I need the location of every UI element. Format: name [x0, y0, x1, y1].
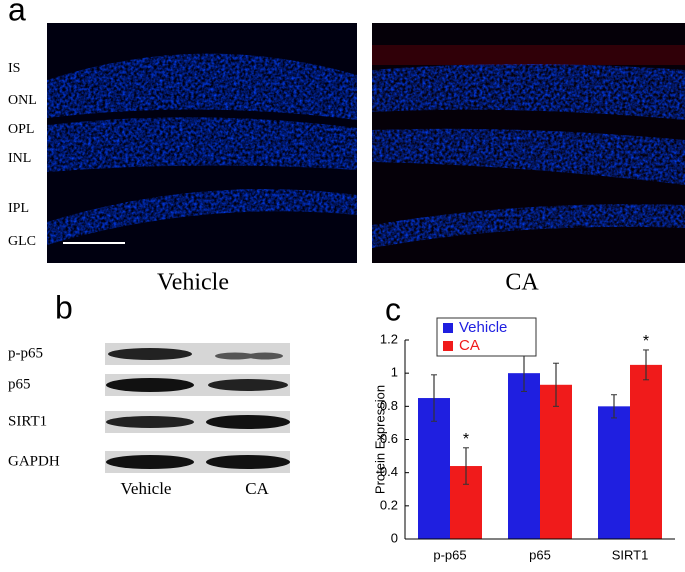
legend-swatch: [443, 341, 453, 351]
panel-label: a: [8, 0, 26, 27]
annotation: *: [463, 431, 469, 448]
bar: [508, 373, 540, 539]
legend-swatch: [443, 323, 453, 333]
bar: [598, 406, 630, 539]
x-tick-label: p-p65: [433, 547, 466, 562]
y-tick-label: 1: [391, 365, 398, 380]
layer-label: IS: [8, 61, 20, 76]
annotation: *: [643, 333, 649, 350]
legend-box: [436, 317, 537, 357]
layer-label: INL: [8, 151, 31, 166]
y-tick-label: 0.6: [380, 431, 398, 446]
layer-label: ONL: [8, 93, 37, 108]
image-caption: Vehicle: [157, 270, 229, 296]
blot-column-label: CA: [245, 479, 269, 498]
y-tick-label: 0.2: [380, 497, 398, 512]
retina-vehicle: [47, 23, 357, 263]
legend-label: CA: [459, 337, 480, 354]
bar: [540, 384, 572, 539]
panel-label: c: [385, 291, 401, 327]
y-axis-label: Protein Expression: [372, 385, 387, 494]
blot-row-label: GAPDH: [8, 453, 60, 469]
x-tick-label: p65: [529, 547, 551, 562]
y-tick-label: 0: [391, 530, 398, 545]
x-tick-label: SIRT1: [612, 547, 649, 562]
layer-label: OPL: [8, 122, 34, 137]
blot-row-label: p-p65: [8, 345, 43, 361]
blot-column-label: Vehicle: [121, 479, 172, 498]
bar: [630, 364, 662, 539]
image-caption: CA: [505, 270, 539, 296]
y-tick-label: 1.2: [380, 331, 398, 346]
legend-label: Vehicle: [459, 319, 507, 336]
layer-label: GLC: [8, 234, 36, 249]
blot-row-label: p65: [8, 376, 31, 392]
panel-label: b: [55, 289, 73, 325]
blot-row-label: SIRT1: [8, 413, 47, 429]
layer-label: IPL: [8, 201, 29, 216]
retina-ca: [372, 23, 685, 263]
blot: [105, 343, 290, 473]
y-tick-label: 0.8: [380, 398, 398, 413]
y-tick-label: 0.4: [380, 464, 398, 479]
